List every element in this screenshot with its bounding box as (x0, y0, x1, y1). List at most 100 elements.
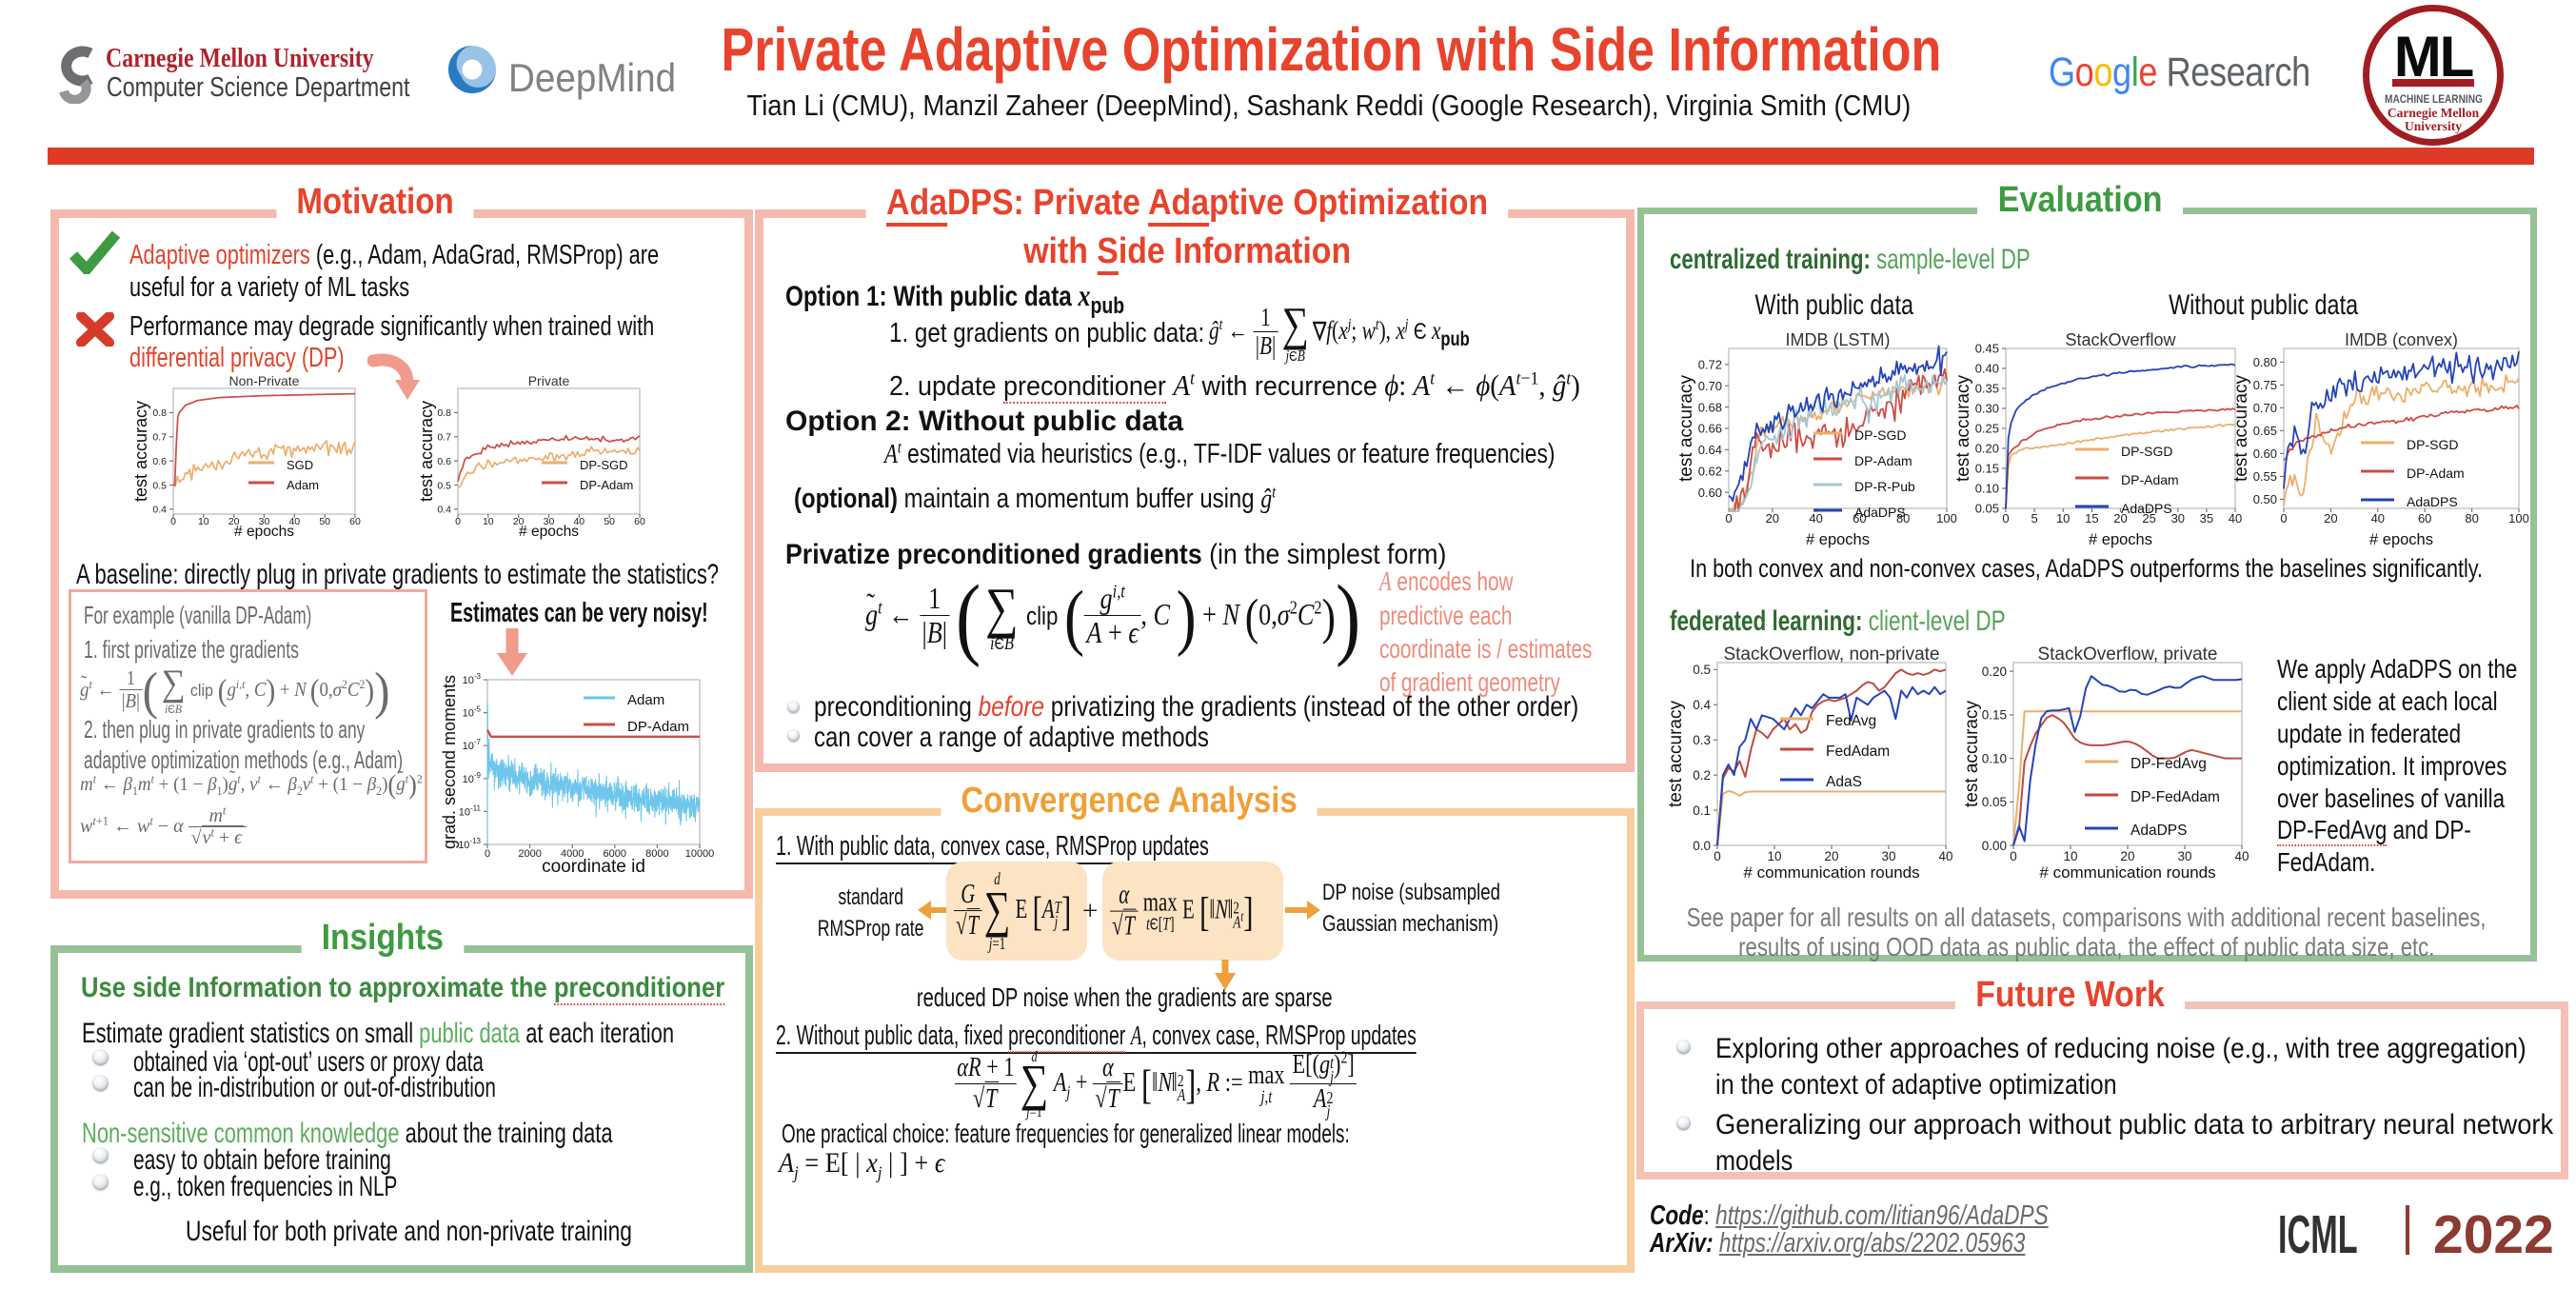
svg-text:FedAdam: FedAdam (1826, 744, 1890, 760)
svg-text:StackOverflow: StackOverflow (2065, 330, 2176, 349)
svg-text:AdaDPS: AdaDPS (2121, 501, 2172, 516)
svg-text:0.8: 0.8 (437, 407, 451, 419)
svg-text:# epochs: # epochs (234, 524, 294, 540)
svg-text:0.75: 0.75 (2253, 378, 2277, 392)
svg-text:# epochs: # epochs (519, 524, 579, 540)
svg-text:test accuracy: test accuracy (2231, 375, 2251, 482)
svg-text:# communication rounds: # communication rounds (2039, 863, 2215, 882)
svg-text:# epochs: # epochs (2089, 531, 2152, 548)
svg-text:40: 40 (1809, 511, 1822, 526)
svg-text:DP-FedAvg: DP-FedAvg (2130, 756, 2207, 772)
svg-text:0.65: 0.65 (2253, 424, 2277, 438)
svg-text:0.70: 0.70 (1698, 379, 1722, 393)
svg-text:0.15: 0.15 (1975, 462, 1999, 476)
svg-text:# epochs: # epochs (2369, 531, 2433, 548)
svg-text:0.7: 0.7 (437, 432, 451, 444)
svg-text:0.25: 0.25 (1975, 422, 1999, 436)
svg-text:0.2: 0.2 (1693, 768, 1711, 783)
svg-text:10-13: 10-13 (458, 837, 481, 851)
svg-text:0.5: 0.5 (437, 480, 451, 491)
svg-text:0.7: 0.7 (152, 432, 167, 444)
svg-text:0.0: 0.0 (1693, 839, 1711, 853)
svg-text:0.40: 0.40 (1975, 362, 1999, 376)
svg-text:4000: 4000 (561, 848, 584, 860)
svg-text:10-7: 10-7 (463, 738, 482, 752)
svg-text:Non-Private: Non-Private (229, 373, 300, 388)
svg-text:10: 10 (483, 516, 494, 527)
svg-text:DP-Adam: DP-Adam (1854, 453, 1912, 468)
svg-text:DP-Adam: DP-Adam (2407, 466, 2465, 481)
svg-text:0.68: 0.68 (1698, 400, 1722, 414)
svg-text:AdaDPS: AdaDPS (1854, 505, 1906, 520)
svg-text:0.8: 0.8 (152, 407, 167, 419)
svg-text:20: 20 (1824, 849, 1838, 863)
svg-text:10-9: 10-9 (463, 771, 482, 785)
svg-text:80: 80 (2465, 511, 2478, 526)
svg-text:0.5: 0.5 (1693, 663, 1711, 677)
svg-text:0.00: 0.00 (1982, 839, 2007, 853)
svg-text:0.3: 0.3 (1693, 733, 1711, 747)
svg-text:0.4: 0.4 (1693, 698, 1711, 712)
svg-text:0: 0 (2002, 511, 2009, 526)
svg-text:0: 0 (170, 516, 176, 527)
svg-text:10: 10 (2063, 849, 2077, 863)
svg-text:100: 100 (1936, 511, 1957, 526)
svg-text:2000: 2000 (518, 848, 541, 860)
svg-text:test accuracy: test accuracy (131, 401, 150, 502)
svg-text:SGD: SGD (287, 458, 313, 472)
svg-text:30: 30 (259, 516, 270, 527)
svg-text:0.55: 0.55 (2253, 469, 2277, 484)
svg-text:DP-Adam: DP-Adam (2121, 472, 2179, 487)
svg-text:test accuracy: test accuracy (1666, 701, 1686, 807)
svg-text:20: 20 (513, 516, 525, 527)
svg-text:grad. second moments: grad. second moments (440, 675, 459, 849)
svg-text:50: 50 (319, 516, 330, 527)
svg-text:0.60: 0.60 (1698, 486, 1722, 500)
svg-text:60: 60 (634, 516, 645, 527)
svg-text:0.45: 0.45 (1975, 342, 1999, 356)
svg-text:0: 0 (455, 516, 461, 527)
svg-text:25: 25 (2142, 511, 2155, 526)
svg-text:6000: 6000 (604, 848, 626, 860)
svg-text:10-3: 10-3 (463, 672, 482, 686)
svg-text:test accuracy: test accuracy (417, 401, 436, 502)
svg-text:0.15: 0.15 (1982, 708, 2007, 723)
svg-text:StackOverflow, private: StackOverflow, private (2037, 644, 2217, 664)
svg-text:0.80: 0.80 (2253, 355, 2277, 369)
svg-text:60: 60 (1853, 511, 1866, 526)
svg-text:DP-SGD: DP-SGD (580, 458, 628, 472)
svg-text:10-11: 10-11 (459, 803, 482, 818)
svg-text:40: 40 (2234, 849, 2249, 863)
svg-text:Adam: Adam (287, 478, 319, 492)
svg-text:0: 0 (1725, 511, 1732, 526)
svg-text:0.4: 0.4 (437, 505, 451, 516)
svg-text:10: 10 (2056, 511, 2070, 526)
svg-text:10: 10 (1767, 849, 1781, 863)
svg-text:20: 20 (2324, 511, 2337, 526)
svg-text:0.6: 0.6 (152, 456, 167, 467)
svg-text:8000: 8000 (645, 848, 668, 860)
svg-text:0.72: 0.72 (1698, 358, 1722, 372)
svg-text:DP-R-Pub: DP-R-Pub (1854, 479, 1915, 494)
svg-text:35: 35 (2200, 511, 2213, 526)
svg-text:0: 0 (2280, 511, 2287, 526)
svg-text:10000: 10000 (685, 848, 715, 860)
svg-text:0.10: 0.10 (1982, 751, 2007, 765)
svg-text:0.20: 0.20 (1982, 664, 2007, 679)
svg-text:0: 0 (485, 848, 490, 860)
svg-text:20: 20 (228, 516, 240, 527)
svg-text:0.50: 0.50 (2253, 492, 2277, 506)
svg-text:0: 0 (2010, 849, 2017, 863)
svg-text:0.05: 0.05 (1982, 795, 2007, 809)
svg-text:test accuracy: test accuracy (1676, 375, 1696, 482)
svg-text:AdaDPS: AdaDPS (2407, 494, 2458, 509)
svg-text:0.60: 0.60 (2253, 446, 2277, 461)
svg-text:15: 15 (2085, 511, 2098, 526)
svg-text:10-5: 10-5 (463, 705, 482, 720)
svg-text:20: 20 (2113, 511, 2127, 526)
svg-text:DP-SGD: DP-SGD (2407, 437, 2458, 452)
svg-text:40: 40 (573, 516, 585, 527)
svg-text:0.62: 0.62 (1698, 465, 1722, 479)
svg-text:60: 60 (349, 516, 361, 527)
svg-text:40: 40 (2371, 511, 2385, 526)
